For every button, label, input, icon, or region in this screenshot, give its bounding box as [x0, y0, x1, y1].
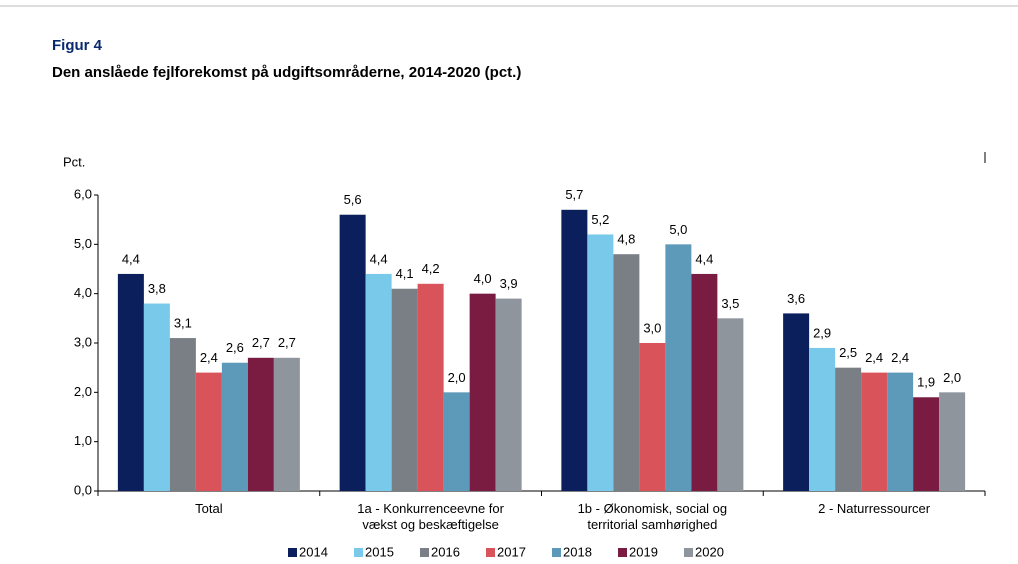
legend-label: 2020 — [695, 544, 724, 559]
bar — [221, 362, 248, 491]
value-label: 3,1 — [174, 316, 192, 331]
bar — [391, 288, 418, 491]
legend-swatch — [288, 548, 297, 557]
bar — [495, 298, 522, 491]
bar — [913, 397, 940, 491]
y-tick-label: 5,0 — [74, 236, 92, 251]
bar — [195, 372, 222, 491]
value-label: 2,4 — [891, 350, 909, 365]
legend-swatch — [684, 548, 693, 557]
y-tick-label: 1,0 — [74, 433, 92, 448]
bar — [809, 347, 836, 491]
value-label: 2,5 — [839, 345, 857, 360]
bar — [443, 392, 470, 491]
y-axis-label: Pct. — [63, 154, 85, 169]
value-label: 2,9 — [813, 325, 831, 340]
bar — [143, 303, 170, 491]
bar — [417, 283, 444, 491]
bar — [691, 273, 718, 491]
value-label: 2,7 — [252, 335, 270, 350]
value-label: 4,4 — [370, 251, 388, 266]
value-label: 2,4 — [200, 350, 218, 365]
value-label: 3,9 — [500, 276, 518, 291]
value-label: 4,1 — [396, 266, 414, 281]
bar — [639, 343, 666, 491]
bar — [365, 273, 392, 491]
bar — [561, 209, 588, 492]
legend-label: 2014 — [299, 544, 328, 559]
y-tick-label: 3,0 — [74, 334, 92, 349]
chart-title: Figur 4 — [52, 37, 103, 54]
bar — [117, 273, 144, 491]
bar — [887, 372, 914, 491]
value-label: 4,4 — [695, 251, 713, 266]
y-tick-label: 0,0 — [74, 482, 92, 497]
value-label: 2,0 — [448, 370, 466, 385]
legend-swatch — [420, 548, 429, 557]
legend-label: 2017 — [497, 544, 526, 559]
value-label: 3,5 — [721, 296, 739, 311]
value-label: 2,7 — [278, 335, 296, 350]
bar — [273, 357, 300, 491]
bar — [469, 293, 496, 491]
bar — [247, 357, 274, 491]
y-tick-label: 6,0 — [74, 186, 92, 201]
value-label: 4,0 — [474, 271, 492, 286]
legend-label: 2015 — [365, 544, 394, 559]
value-label: 5,0 — [669, 222, 687, 237]
bar — [939, 392, 966, 491]
bar — [169, 338, 196, 491]
legend-label: 2016 — [431, 544, 460, 559]
legend-swatch — [552, 548, 561, 557]
bar — [783, 313, 810, 491]
value-label: 5,7 — [565, 187, 583, 202]
value-label: 3,6 — [787, 291, 805, 306]
y-tick-label: 4,0 — [74, 285, 92, 300]
bar — [613, 254, 640, 491]
value-label: 4,2 — [422, 261, 440, 276]
value-label: 5,6 — [344, 192, 362, 207]
bar — [665, 244, 692, 491]
value-label: 5,2 — [591, 212, 609, 227]
y-tick-label: 2,0 — [74, 384, 92, 399]
legend-label: 2018 — [563, 544, 592, 559]
bar — [339, 214, 366, 491]
x-tick-label: Total — [195, 501, 223, 516]
value-label: 2,4 — [865, 350, 883, 365]
x-tick-label: 1b - Økonomisk, social og territorial sa… — [577, 501, 728, 532]
x-tick-label: 2 - Naturressourcer — [818, 501, 931, 516]
value-label: 3,8 — [148, 281, 166, 296]
bar — [861, 372, 888, 491]
value-label: 4,4 — [122, 251, 140, 266]
bar — [717, 318, 744, 491]
value-label: 1,9 — [917, 375, 935, 390]
legend-label: 2019 — [629, 544, 658, 559]
legend-swatch — [486, 548, 495, 557]
bar — [835, 367, 862, 491]
bar — [587, 234, 614, 491]
value-label: 2,0 — [943, 370, 961, 385]
chart-subtitle: Den anslåede fejlforekomst på udgiftsomr… — [52, 64, 521, 81]
legend-swatch — [354, 548, 363, 557]
legend-swatch — [618, 548, 627, 557]
value-label: 4,8 — [617, 232, 635, 247]
value-label: 2,6 — [226, 340, 244, 355]
x-tick-label: 1a - Konkurrenceevne for vækst og beskæf… — [357, 501, 504, 532]
value-label: 3,0 — [643, 320, 661, 335]
